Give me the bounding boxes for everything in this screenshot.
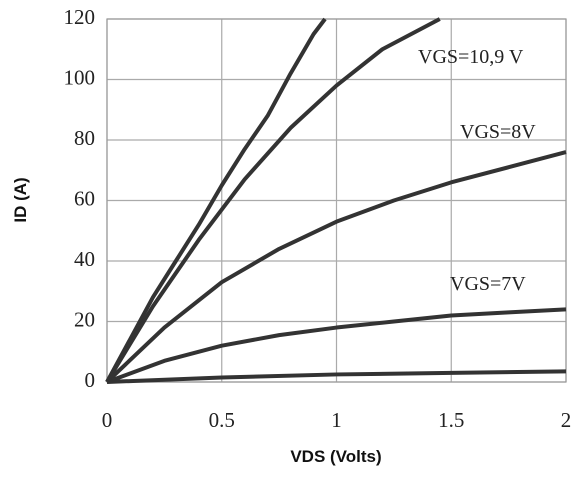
x-tick-label: 1 — [331, 408, 342, 432]
data-line — [105, 17, 327, 383]
curve-annotation: VGS=7V — [450, 273, 526, 295]
y-tick-label: 80 — [74, 126, 95, 150]
curve-annotation: VGS=10,9 V — [418, 46, 524, 68]
y-axis-label: ID (A) — [11, 177, 30, 222]
x-axis-label: VDS (Volts) — [290, 447, 381, 466]
data-line — [106, 307, 567, 384]
curve-annotation: VGS=8V — [460, 121, 536, 143]
data-line — [105, 17, 441, 384]
y-tick-label: 0 — [85, 368, 96, 392]
data-line — [105, 150, 567, 384]
y-tick-label: 60 — [74, 186, 95, 210]
x-tick-label: 0 — [102, 408, 113, 432]
data-line — [106, 369, 567, 384]
y-tick-label: 120 — [64, 5, 96, 29]
y-tick-label: 40 — [74, 247, 95, 271]
x-tick-label: 1.5 — [438, 408, 464, 432]
x-tick-label: 2 — [561, 408, 572, 432]
y-tick-label: 100 — [64, 65, 96, 89]
x-tick-label: 0.5 — [209, 408, 235, 432]
y-tick-label: 20 — [74, 307, 95, 331]
plot-frame — [106, 18, 567, 383]
